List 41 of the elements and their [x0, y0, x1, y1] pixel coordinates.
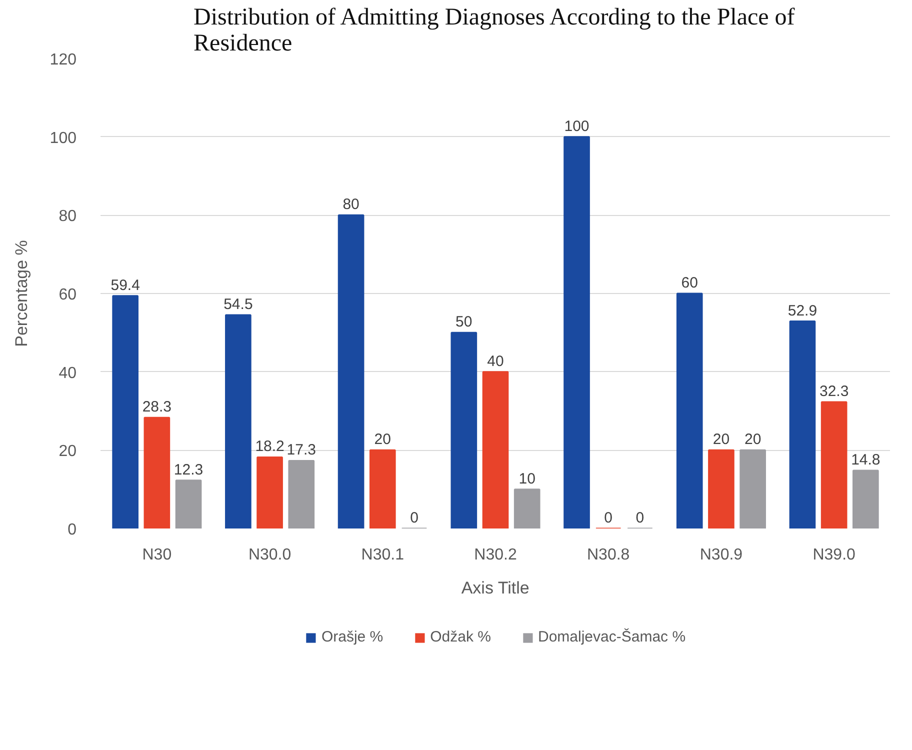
- data-label: 17.3: [286, 442, 316, 459]
- data-label: 12.3: [174, 461, 204, 478]
- data-label: 20: [712, 431, 730, 448]
- data-label: 32.3: [819, 382, 849, 400]
- chart-title: Distribution of Admitting Diagnoses According to the Place of Residence: [194, 4, 795, 56]
- data-label: 18.2: [255, 438, 284, 456]
- y-tick-label: 0: [68, 522, 77, 538]
- y-tick-label: 60: [58, 286, 77, 304]
- x-tick-label: N30.2: [474, 546, 517, 564]
- legend-label: Orašje %: [321, 628, 384, 646]
- y-axis-title: Percentage %: [12, 240, 31, 347]
- data-label: 80: [342, 196, 360, 214]
- data-label: 0: [410, 510, 418, 526]
- x-tick-label: N30.0: [248, 546, 292, 564]
- data-label: 0: [636, 510, 644, 526]
- x-tick-label: N30.9: [700, 546, 743, 564]
- y-tick-label: 120: [50, 52, 77, 68]
- data-label: 20: [374, 431, 391, 448]
- data-label: 14.8: [851, 452, 880, 469]
- data-label: 60: [681, 274, 698, 292]
- y-tick-label: 20: [58, 443, 77, 460]
- x-tick-label: N39.0: [812, 546, 856, 564]
- data-label: 0: [604, 510, 613, 526]
- data-label: 40: [487, 352, 504, 370]
- y-tick-label: 100: [50, 130, 77, 147]
- y-tick-label: 80: [58, 208, 77, 226]
- data-label: 52.9: [788, 302, 818, 320]
- legend-label: Odžak %: [430, 628, 491, 646]
- x-tick-label: N30: [142, 546, 172, 564]
- data-label: 59.4: [110, 276, 140, 294]
- data-label: 54.5: [224, 296, 253, 314]
- data-label: 20: [744, 431, 762, 448]
- data-label: 50: [456, 314, 472, 331]
- data-label: 10: [518, 470, 536, 488]
- y-tick-label: 40: [58, 364, 77, 382]
- data-label: 100: [564, 118, 590, 135]
- legend-label: Domaljevac-Šamac %: [538, 628, 686, 646]
- x-axis-title: Axis Title: [461, 578, 530, 598]
- data-label: 28.3: [142, 398, 172, 416]
- x-tick-label: N30.1: [361, 546, 404, 564]
- x-tick-label: N30.8: [587, 546, 630, 564]
